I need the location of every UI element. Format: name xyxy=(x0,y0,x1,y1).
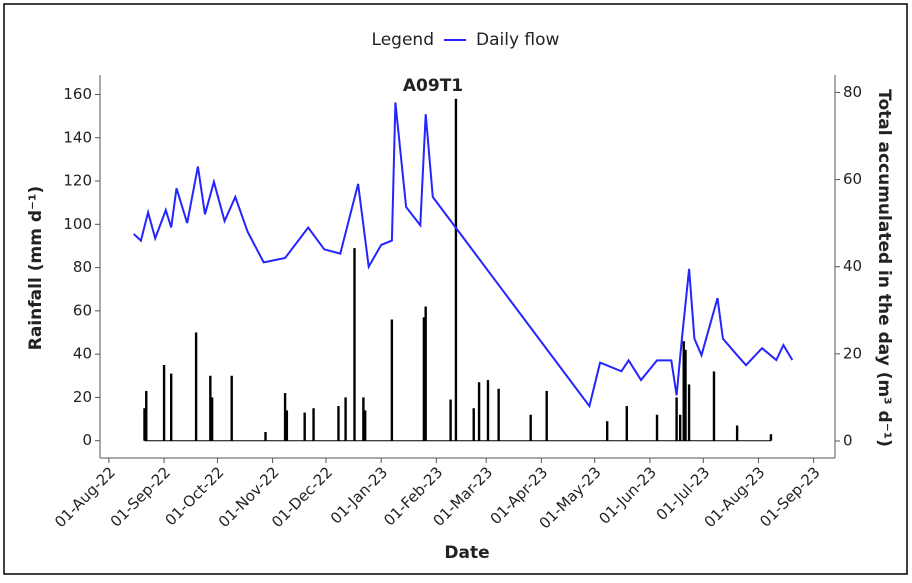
bar xyxy=(424,306,427,441)
bar xyxy=(209,375,212,441)
bar xyxy=(675,397,678,441)
bar xyxy=(712,371,716,441)
bar xyxy=(449,399,452,441)
y-axis-label: Rainfall (mm d⁻¹) xyxy=(26,186,46,350)
bar xyxy=(682,341,685,441)
y2-tick-label: 40 xyxy=(843,257,862,275)
chart-title: A09T1 xyxy=(403,76,463,96)
y-tick-label: 60 xyxy=(73,301,92,319)
bar xyxy=(678,414,682,441)
y2-tick-label: 80 xyxy=(843,83,862,101)
y-tick-label: 100 xyxy=(63,215,92,233)
bar xyxy=(625,406,628,441)
bar xyxy=(337,406,340,441)
bar xyxy=(454,98,458,441)
bar xyxy=(169,373,173,441)
y2-axis-label: Total accumulated in the day (m³ d⁻¹) xyxy=(874,89,894,447)
y2-tick-label: 0 xyxy=(843,432,853,450)
legend-title: Legend xyxy=(372,30,434,50)
bar xyxy=(477,382,481,441)
bar xyxy=(769,434,773,441)
bar xyxy=(472,408,475,441)
y-tick-label: 120 xyxy=(63,172,92,190)
bar xyxy=(285,410,289,441)
bar xyxy=(655,414,659,441)
bar xyxy=(344,397,347,441)
bar xyxy=(143,408,146,441)
bar xyxy=(210,397,214,441)
y2-tick-label: 60 xyxy=(843,170,862,188)
bar xyxy=(735,425,739,441)
y2-tick-label: 20 xyxy=(843,344,862,362)
legend-label: Daily flow xyxy=(476,30,560,50)
bar xyxy=(283,393,287,441)
bar xyxy=(353,248,356,441)
y-tick-label: 40 xyxy=(73,345,92,363)
bar xyxy=(363,410,367,441)
y-tick-label: 20 xyxy=(73,388,92,406)
bar xyxy=(422,317,426,441)
bar xyxy=(303,412,306,441)
bar xyxy=(264,432,267,441)
y-tick-label: 160 xyxy=(63,85,92,103)
bar xyxy=(362,397,365,441)
bar xyxy=(486,380,490,441)
bar xyxy=(497,388,500,441)
y-tick-label: 80 xyxy=(73,258,92,276)
x-axis-label: Date xyxy=(444,543,489,563)
bar xyxy=(162,364,166,441)
bar xyxy=(545,390,548,441)
y-tick-label: 0 xyxy=(82,431,92,449)
bar xyxy=(145,390,148,441)
bar xyxy=(606,421,609,441)
bar xyxy=(687,384,691,441)
bar xyxy=(312,408,315,441)
bar xyxy=(194,332,198,441)
bar xyxy=(230,375,233,441)
bar xyxy=(684,349,687,441)
y-tick-label: 140 xyxy=(63,128,92,146)
bar xyxy=(529,414,532,441)
flow-line xyxy=(133,102,794,409)
bar xyxy=(390,319,394,441)
